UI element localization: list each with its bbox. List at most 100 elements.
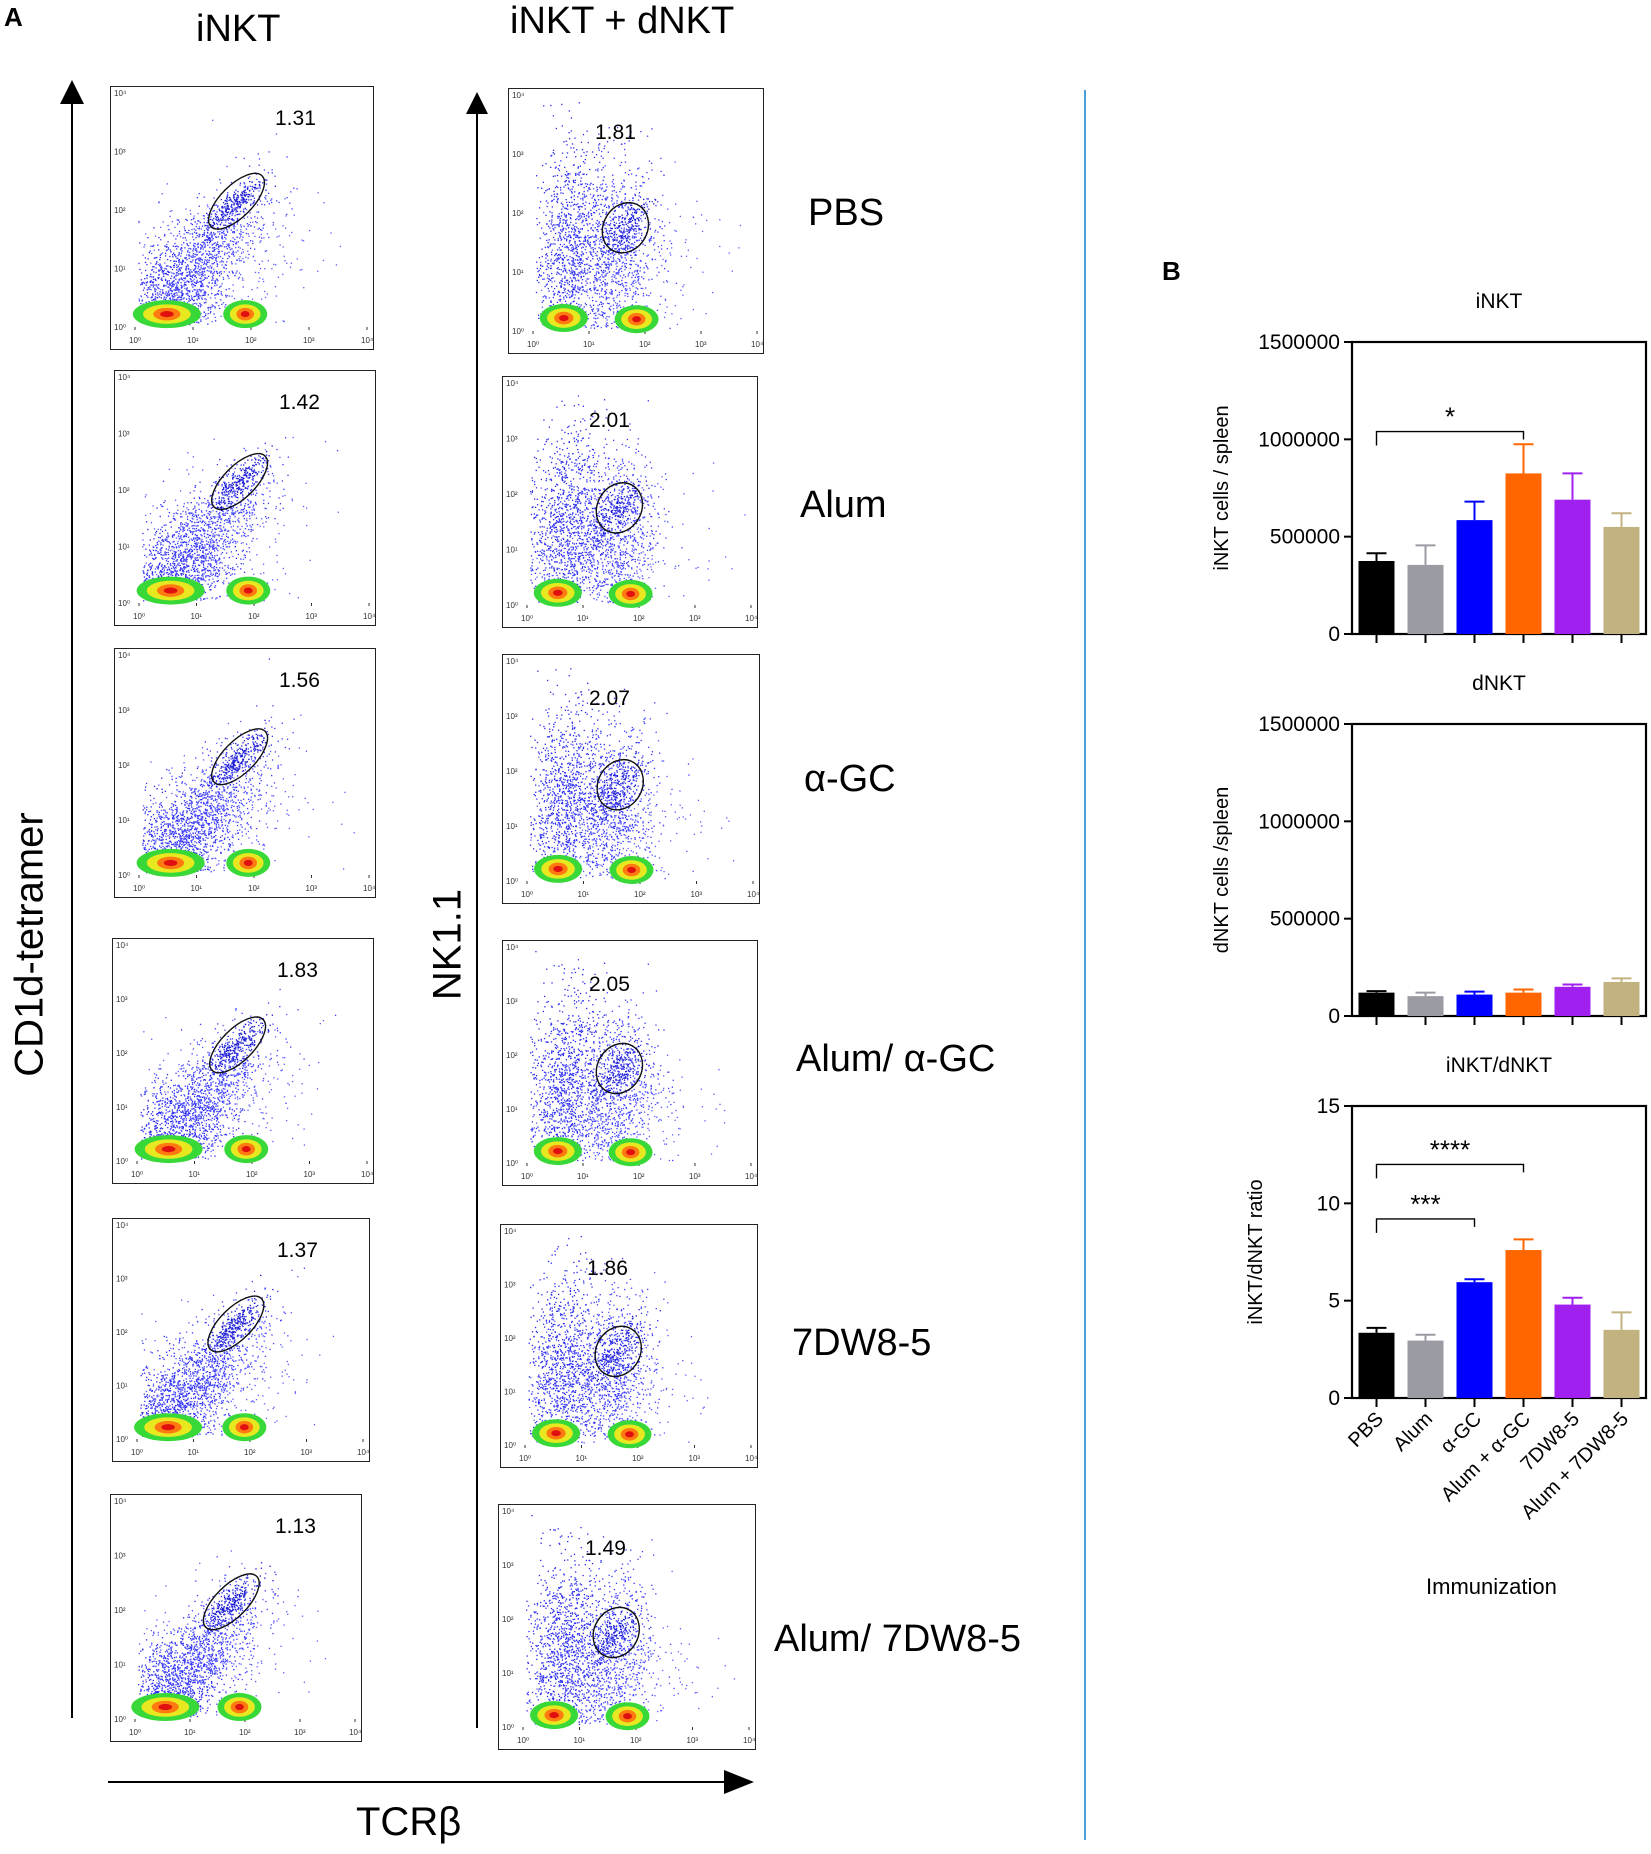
gate-ellipse	[594, 1325, 642, 1378]
event-cloud	[528, 1236, 709, 1449]
gate-percentage: 1.86	[587, 1257, 628, 1281]
bar	[1358, 561, 1395, 634]
tick-label: 10⁰	[519, 1454, 531, 1463]
tick-label: 10⁴	[747, 890, 760, 899]
tick-label: 10⁰	[527, 340, 539, 349]
gate-percentage: 1.83	[277, 959, 318, 983]
gate-ellipse	[211, 728, 269, 786]
gate-percentage: 2.01	[589, 409, 630, 433]
event-cloud	[134, 1267, 335, 1442]
tick-label: 10⁴	[118, 373, 131, 382]
flow-plot-dnkt: 10⁰ 10⁰ 10¹ 10¹ 10² 10² 10³ 10³ 10⁴ 10⁴ 2.07	[502, 654, 760, 904]
tick-label: 10⁴	[357, 1448, 370, 1457]
tick-label: 10³	[114, 1552, 126, 1561]
flow-plot-dnkt: 10⁰ 10⁰ 10¹ 10¹ 10² 10² 10³ 10³ 10⁴ 10⁴ 2.01	[502, 376, 758, 628]
bar	[1554, 499, 1591, 634]
tick-label: 10¹	[512, 268, 524, 277]
tick-label: 10⁰	[129, 336, 141, 345]
tick-label: 10¹	[576, 1454, 588, 1463]
tick-label: 10³	[689, 1172, 701, 1181]
tick-label: 10¹	[187, 336, 199, 345]
event-cloud	[136, 436, 339, 605]
tick-label: 10³	[118, 706, 130, 715]
tick-label: 10³	[306, 612, 318, 621]
tick-label: 10³	[687, 1736, 699, 1745]
flow-plot-dnkt: 10⁰ 10⁰ 10¹ 10¹ 10² 10² 10³ 10³ 10⁴ 10⁴ 1.86	[500, 1224, 758, 1468]
y-tick-label: 1000000	[1258, 428, 1340, 451]
tick-label: 10⁴	[743, 1736, 756, 1745]
tick-label: 10⁴	[116, 1221, 129, 1230]
nk11-label: NK1.1	[426, 845, 471, 1045]
density-core	[163, 587, 178, 594]
bar	[1456, 1282, 1493, 1398]
tick-label: 10³	[689, 614, 701, 623]
bar	[1505, 992, 1542, 1016]
tick-label: 10⁰	[506, 601, 518, 610]
tcrb-label: TCRβ	[356, 1800, 461, 1845]
chart-1: dNKT 0 500000 1000000 1500000 dNKT cells /spl…	[1211, 672, 1648, 1028]
tick-label: 10⁰	[131, 1448, 143, 1457]
x-category-label: PBS	[1344, 1408, 1388, 1452]
density-core	[161, 1424, 175, 1431]
tick-label: 10³	[116, 995, 128, 1004]
tick-label: 10⁰	[131, 1170, 143, 1179]
significance-bracket	[1375, 430, 1525, 446]
density-core	[559, 314, 569, 322]
tick-label: 10³	[306, 884, 318, 893]
tick-label: 10⁴	[745, 1454, 758, 1463]
gate-ellipse	[592, 1606, 640, 1659]
tick-label: 10⁰	[114, 323, 126, 332]
tick-label: 10³	[695, 340, 707, 349]
tick-label: 10²	[248, 884, 260, 893]
tick-label: 10¹	[506, 822, 518, 831]
density-core	[625, 1431, 634, 1438]
significance-bracket	[1375, 1163, 1525, 1179]
tick-label: 10⁴	[118, 651, 131, 660]
tick-label: 10²	[239, 1728, 251, 1737]
chart-0: iNKT 0 500000 1000000 1500000 iNKT cells / sp…	[1211, 290, 1648, 646]
significance-label: *	[1445, 402, 1455, 432]
y-axis-label: iNKT/dNKT ratio	[1245, 1179, 1267, 1324]
gate-ellipse	[209, 1016, 267, 1074]
tick-label: 10²	[633, 614, 645, 623]
tick-label: 10⁰	[521, 1172, 533, 1181]
tick-label: 10⁴	[502, 1507, 515, 1516]
tick-label: 10¹	[191, 884, 203, 893]
flow-plot-inkt: 10⁰ 10⁰ 10¹ 10¹ 10² 10² 10³ 10³ 10⁴ 10⁴ 1.56	[114, 648, 376, 898]
plot-frame	[1350, 340, 1648, 636]
tick-label: 10⁰	[133, 884, 145, 893]
tick-label: 10⁴	[116, 941, 129, 950]
bar	[1603, 981, 1640, 1016]
tick-label: 10²	[116, 1049, 128, 1058]
tick-label: 10⁰	[512, 327, 524, 336]
bar	[1554, 1304, 1591, 1398]
tick-label: 10²	[246, 1170, 258, 1179]
tick-label: 10³	[294, 1728, 306, 1737]
cd1d-axis-arrow	[60, 80, 84, 1718]
inkt-column-title: iNKT	[196, 8, 280, 51]
bar	[1407, 1340, 1444, 1398]
tick-label: 10¹	[502, 1669, 514, 1678]
tick-label: 10⁰	[129, 1728, 141, 1737]
density-core	[161, 1146, 176, 1153]
flow-plot-inkt: 10⁰ 10⁰ 10¹ 10¹ 10² 10² 10³ 10³ 10⁴ 10⁴ 1.83	[112, 938, 374, 1184]
tick-label: 10²	[116, 1328, 128, 1337]
gate-percentage: 1.56	[279, 669, 320, 693]
flow-plot-inkt: 10⁰ 10⁰ 10¹ 10¹ 10² 10² 10³ 10³ 10⁴ 10⁴ 1.13	[110, 1494, 362, 1742]
tick-label: 10³	[114, 148, 126, 157]
panel-divider	[1084, 90, 1086, 1840]
tick-label: 10⁰	[517, 1736, 529, 1745]
tick-label: 10⁰	[114, 1715, 126, 1724]
tick-label: 10⁴	[751, 340, 764, 349]
tick-label: 10¹	[188, 1448, 200, 1457]
tick-label: 10³	[506, 997, 518, 1006]
density-core	[632, 316, 641, 323]
tick-label: 10⁰	[506, 877, 518, 886]
tick-label: 10¹	[118, 816, 130, 825]
treatment-label: Alum/ 7DW8-5	[774, 1618, 1021, 1661]
tick-label: 10¹	[504, 1388, 516, 1397]
chart-title: iNKT/dNKT	[1446, 1054, 1552, 1077]
tick-label: 10²	[114, 1606, 126, 1615]
tick-label: 10³	[504, 1281, 516, 1290]
density-core	[623, 1713, 632, 1720]
